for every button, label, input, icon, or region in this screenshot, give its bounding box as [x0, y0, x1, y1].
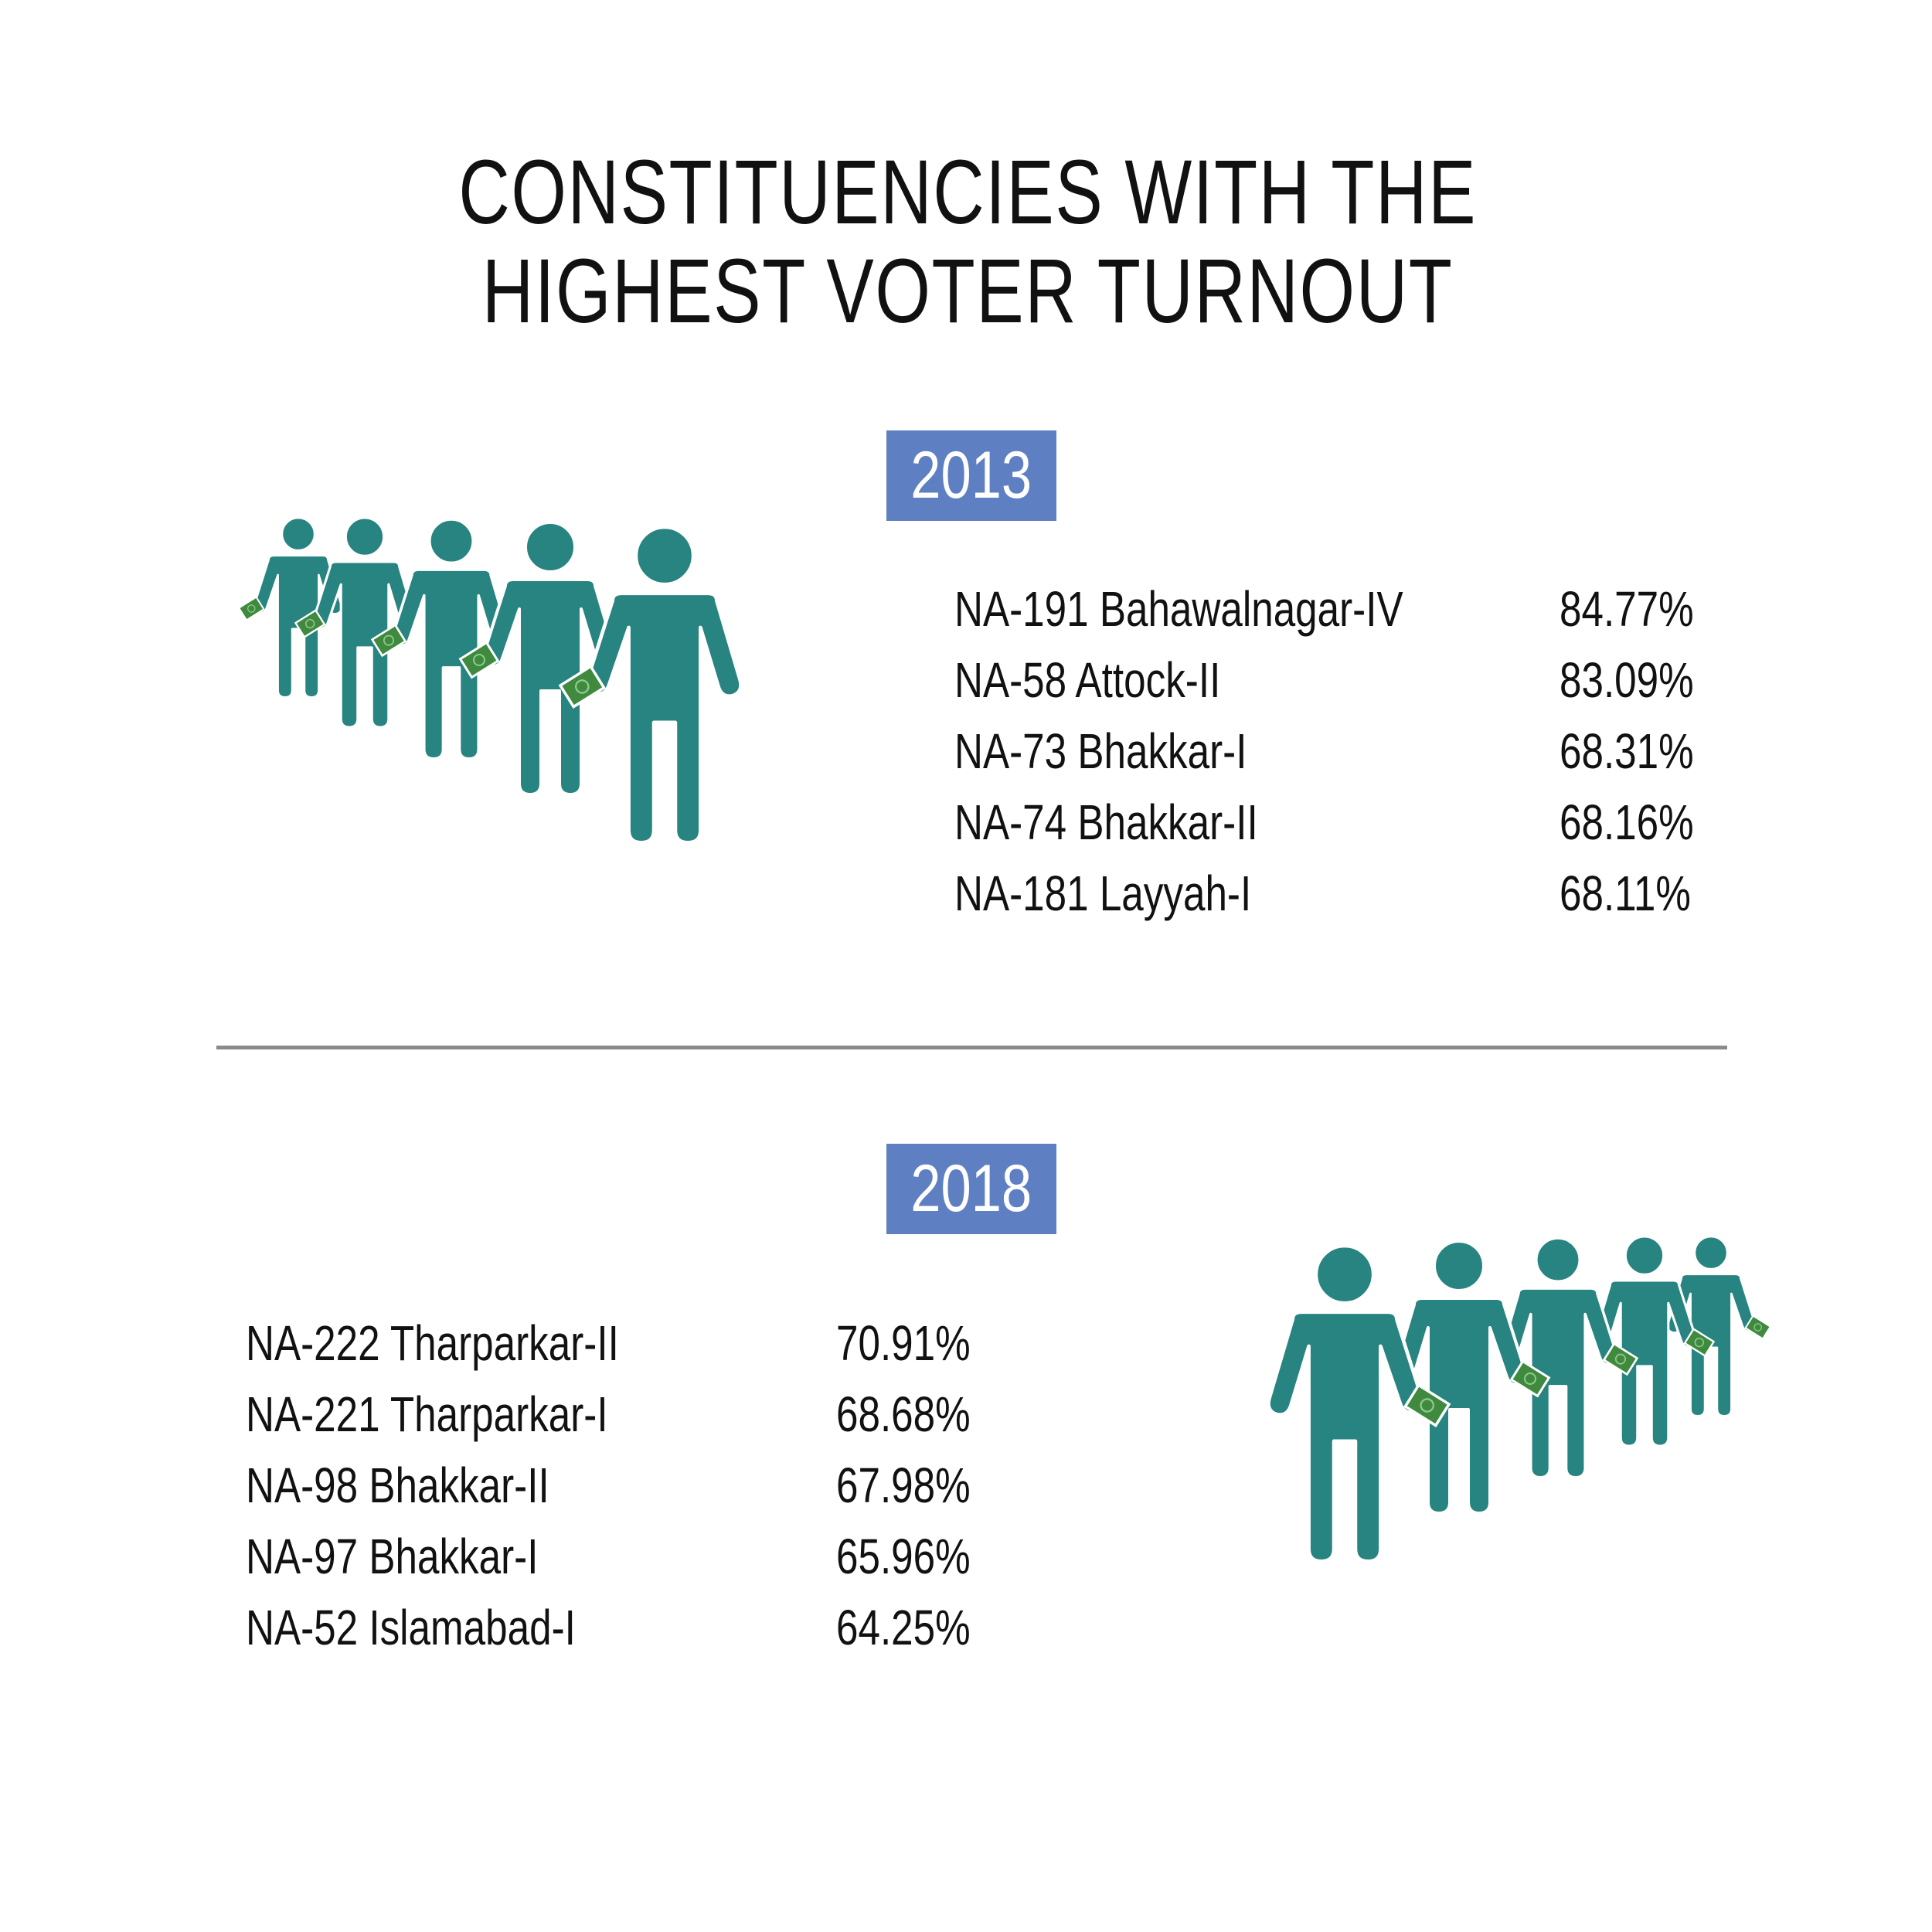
ballot-icon — [1403, 1383, 1451, 1427]
voter-queue-illustration-2013 — [237, 516, 743, 845]
year-label: 2013 — [910, 438, 1032, 512]
ballot-icon — [370, 624, 407, 658]
constituency-name: NA-221 Tharparkar-I — [246, 1386, 608, 1442]
voter-figure-icon — [558, 525, 743, 845]
ballot-icon — [558, 665, 606, 709]
year-badge-2013: 2013 — [886, 430, 1056, 521]
constituency-name: NA-73 Bhakkar-I — [954, 723, 1247, 779]
ballot-icon — [294, 609, 326, 638]
ballot-icon — [1744, 1315, 1772, 1340]
page-title: CONSTITUENCIES WITH THE HIGHEST VOTER TU… — [214, 143, 1721, 341]
turnout-percent: 68.16% — [1560, 794, 1694, 850]
voter-queue-illustration-2018 — [1267, 1235, 1772, 1563]
voter-figure-icon — [1392, 1240, 1551, 1515]
constituency-name: NA-58 Attock-II — [954, 652, 1221, 708]
constituency-name: NA-222 Tharparkar-II — [246, 1315, 619, 1371]
ballot-icon — [1683, 1328, 1716, 1357]
voter-figure-icon — [1593, 1235, 1716, 1447]
constituency-name: NA-98 Bhakkar-II — [246, 1458, 549, 1513]
title-line-2: HIGHEST VOTER TURNOUT — [481, 240, 1454, 342]
voter-figure-icon — [294, 516, 417, 729]
title-line-1: CONSTITUENCIES WITH THE — [458, 141, 1478, 243]
voter-figure-icon — [1267, 1243, 1451, 1563]
turnout-percent: 68.31% — [1560, 723, 1694, 779]
turnout-percent: 68.68% — [836, 1386, 971, 1442]
year-badge-2018: 2018 — [886, 1144, 1056, 1234]
constituency-name: NA-52 Islamabad-I — [246, 1600, 576, 1655]
constituency-name: NA-191 Bahawalnagar-IV — [954, 581, 1403, 637]
section-divider — [216, 1046, 1727, 1049]
constituency-name: NA-181 Layyah-I — [954, 866, 1252, 921]
ballot-icon — [1509, 1359, 1551, 1398]
turnout-percent: 64.25% — [836, 1600, 971, 1655]
voter-figure-icon — [370, 518, 511, 760]
turnout-percent: 83.09% — [1560, 652, 1694, 708]
constituency-name: NA-74 Bhakkar-II — [954, 794, 1258, 850]
voter-figure-icon — [458, 521, 617, 796]
turnout-percent: 70.91% — [836, 1315, 971, 1371]
ballot-icon — [1602, 1342, 1639, 1376]
ballot-icon — [458, 641, 500, 679]
ballot-icon — [237, 596, 265, 621]
turnout-percent: 65.96% — [836, 1529, 971, 1584]
constituency-name: NA-97 Bhakkar-I — [246, 1529, 539, 1584]
year-label: 2018 — [910, 1151, 1032, 1226]
voter-figure-icon — [1498, 1236, 1639, 1479]
turnout-percent: 67.98% — [836, 1458, 971, 1513]
turnout-percent: 84.77% — [1560, 581, 1694, 637]
turnout-percent: 68.11% — [1560, 866, 1691, 921]
